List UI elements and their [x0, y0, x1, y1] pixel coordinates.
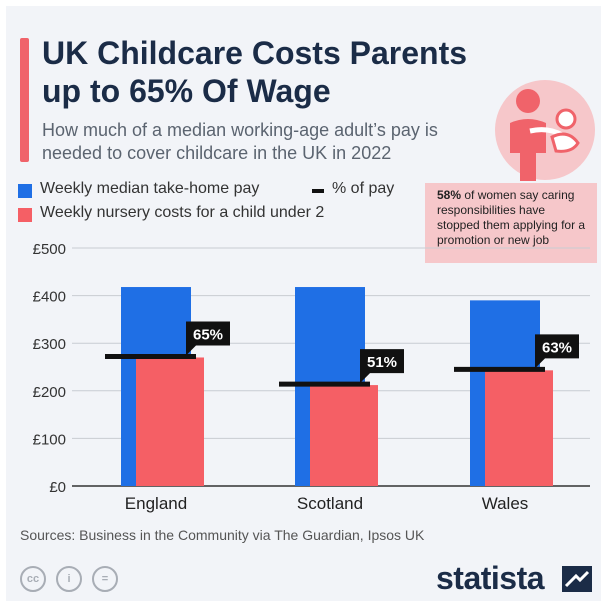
legend-marker-percent	[312, 189, 324, 193]
y-tick-label: £100	[33, 431, 66, 448]
x-category-label: Scotland	[297, 494, 363, 513]
title-accent-bar	[20, 38, 29, 162]
source-note: Sources: Business in the Community via T…	[20, 527, 425, 543]
caregiver-with-child-icon	[490, 75, 595, 185]
legend-label-percent: % of pay	[332, 180, 395, 197]
legend-label-nursery: Weekly nursery costs for a child under 2	[40, 204, 325, 221]
y-tick-label: £500	[33, 241, 66, 258]
legend-swatch-nursery	[18, 208, 32, 222]
license-icons: cc i =	[20, 564, 130, 594]
legend-swatch-pay	[18, 184, 32, 198]
y-tick-label: £200	[33, 384, 66, 401]
y-tick-label: £300	[33, 336, 66, 353]
no-derivatives-icon[interactable]: =	[92, 566, 118, 592]
percent-label: 65%	[193, 326, 223, 343]
y-tick-label: £400	[33, 289, 66, 306]
bar-nursery	[485, 370, 553, 486]
callout-text: of women say caring responsibilities hav…	[437, 188, 586, 247]
statista-logo-icon	[562, 566, 592, 592]
callout-box: 58% of women say caring responsibilities…	[425, 183, 597, 263]
attribution-icon[interactable]: i	[56, 566, 82, 592]
page-subtitle: How much of a median working-age adult’s…	[42, 120, 438, 163]
percent-label-box	[186, 321, 230, 356]
creative-commons-icon[interactable]: cc	[20, 566, 46, 592]
x-category-label: Wales	[482, 494, 529, 513]
legend-label-pay: Weekly median take-home pay	[40, 180, 260, 197]
percent-label-box	[535, 334, 579, 369]
callout-highlight: 58%	[437, 188, 462, 202]
percent-label: 51%	[367, 354, 397, 371]
page-title: UK Childcare Costs Parents up to 65% Of …	[42, 35, 468, 109]
statista-logo[interactable]: statista	[436, 560, 545, 596]
x-category-label: England	[125, 494, 187, 513]
bar-nursery	[310, 385, 378, 486]
y-tick-label: £0	[49, 479, 66, 496]
percent-label: 63%	[542, 339, 572, 356]
bar-nursery	[136, 357, 204, 486]
percent-label-box	[360, 349, 404, 384]
